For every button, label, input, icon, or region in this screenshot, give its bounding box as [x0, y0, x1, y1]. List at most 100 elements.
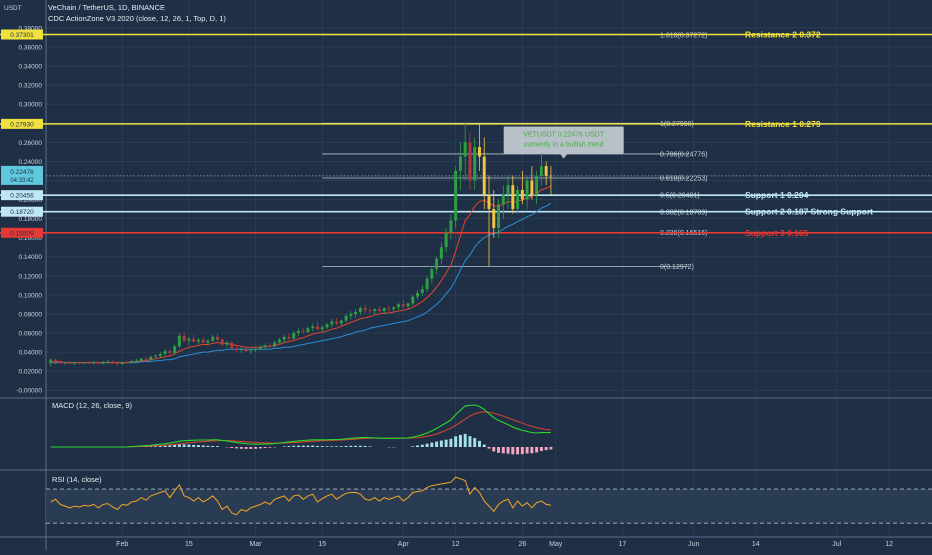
macd-histogram-bar [216, 446, 219, 447]
candle-body [135, 361, 138, 362]
callout-line-1: VETUSDT 0.22476 USDT [523, 131, 605, 138]
candle-body [335, 322, 338, 324]
y-tick-label: 0.32000 [19, 83, 43, 90]
macd-histogram-bar [521, 447, 524, 454]
candle-body [78, 363, 81, 364]
candle-body [259, 347, 262, 348]
indicator-title: CDC ActionZone V3 2020 (close, 12, 26, 1… [48, 14, 226, 23]
macd-histogram-bar [540, 447, 543, 451]
candle-body [426, 279, 429, 289]
candle-body [297, 331, 300, 333]
macd-histogram-bar [492, 447, 495, 451]
candle-body [373, 309, 376, 311]
candle-body [502, 195, 505, 205]
candle-body [92, 362, 95, 363]
x-tick-label: 26 [518, 541, 526, 548]
candle-body [197, 340, 200, 342]
macd-histogram-bar [473, 438, 476, 447]
macd-histogram-bar [430, 443, 433, 447]
candle-body [526, 180, 529, 199]
candle-body [159, 354, 162, 356]
macd-histogram-bar [307, 446, 310, 447]
y-tick-label: 0.36000 [19, 44, 43, 51]
candle-body [302, 331, 305, 332]
macd-histogram-bar [168, 445, 171, 447]
candle-body [378, 309, 381, 311]
candle-body [149, 357, 152, 360]
macd-histogram-bar [183, 444, 186, 447]
candle-body [359, 308, 362, 312]
macd-histogram-bar [545, 447, 548, 450]
candle-body [549, 176, 552, 177]
candle-body [230, 343, 233, 349]
candle-body [349, 314, 352, 316]
candle-body [83, 363, 86, 364]
macd-histogram-bar [340, 446, 343, 447]
candle-body [68, 363, 71, 364]
macd-histogram-bar [535, 447, 538, 452]
macd-histogram-bar [516, 447, 519, 454]
macd-histogram-bar [478, 441, 481, 447]
macd-histogram-bar [321, 446, 324, 447]
candle-body [416, 293, 419, 297]
macd-histogram-bar [526, 447, 529, 453]
candle-body [287, 337, 290, 339]
candle-body [221, 340, 224, 345]
x-tick-label: 12 [885, 541, 893, 548]
candle-body [445, 233, 448, 247]
macd-histogram-bar [230, 447, 233, 448]
macd-histogram-bar [264, 447, 267, 448]
candle-body [454, 171, 457, 221]
candle-body [340, 321, 343, 324]
x-tick-label: 15 [318, 541, 326, 548]
macd-histogram-bar [173, 445, 176, 447]
macd-histogram-bar [259, 447, 262, 448]
candle-body [183, 336, 186, 341]
macd-histogram-bar [349, 446, 352, 447]
candle-body [411, 297, 414, 304]
macd-histogram-bar [335, 446, 338, 447]
candle-body [164, 351, 167, 354]
callout-line-2: currently in a bullish trend [524, 141, 604, 148]
macd-histogram-bar [316, 446, 319, 447]
candle-body [121, 362, 124, 364]
candle-body [173, 346, 176, 353]
candle-body [245, 349, 248, 351]
candle-body [316, 326, 319, 329]
candle-body [488, 195, 491, 209]
level-price-tag-label: 0.18720 [10, 209, 34, 216]
candle-body [192, 339, 195, 342]
x-tick-label: 15 [185, 541, 193, 548]
level-price-tag-label: 0.37301 [10, 32, 34, 39]
fib-label: 0.382(0.18709) [660, 209, 707, 216]
candle-body [521, 190, 524, 200]
candle-body [307, 328, 310, 332]
candle-body [464, 142, 467, 156]
macd-histogram-bar [178, 444, 181, 447]
macd-histogram-bar [249, 447, 252, 449]
candle-body [59, 362, 62, 363]
candle-body [273, 343, 276, 347]
candle-body [440, 247, 443, 258]
candle-body [397, 304, 400, 307]
macd-histogram-bar [449, 439, 452, 447]
y-tick-label: 0.34000 [19, 63, 43, 70]
macd-histogram-bar [464, 434, 467, 447]
x-tick-label: 17 [618, 541, 626, 548]
y-tick-label: 0.30000 [19, 102, 43, 109]
candle-body [321, 327, 324, 329]
macd-histogram-bar [235, 447, 238, 448]
candle-body [283, 337, 286, 340]
candle-body [116, 363, 119, 364]
candle-body [545, 166, 548, 176]
candle-body [497, 204, 500, 228]
candle-body [435, 259, 438, 269]
macd-histogram-bar [326, 446, 329, 447]
candle-body [326, 324, 329, 327]
candle-body [202, 340, 205, 343]
level-label: Support 2 0.187 Strong Support [745, 207, 873, 217]
macd-histogram-bar [292, 446, 295, 447]
y-tick-label: 0.10000 [19, 292, 43, 299]
candle-body [240, 349, 243, 350]
candle-body [530, 180, 533, 194]
